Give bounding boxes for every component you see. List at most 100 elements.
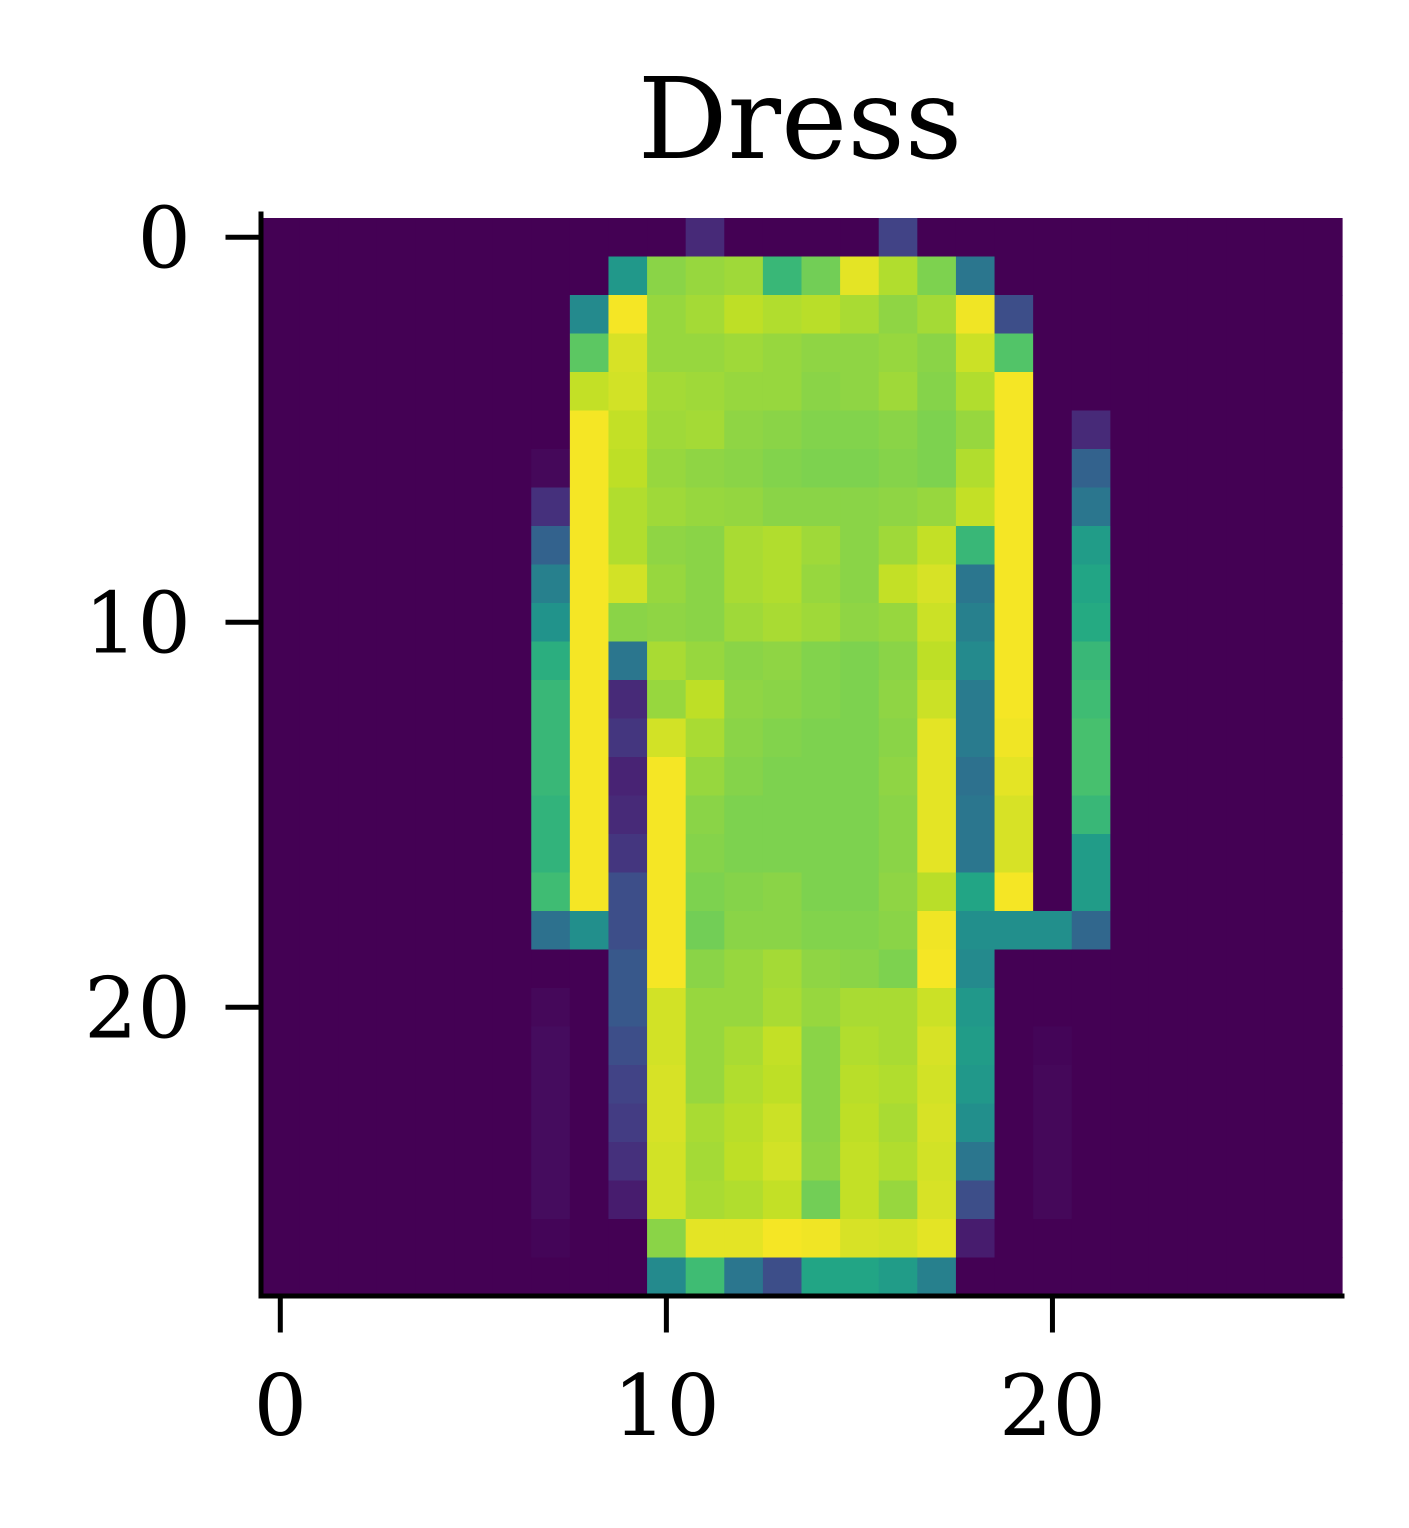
heatmap-cell xyxy=(955,449,996,489)
heatmap-cell xyxy=(454,526,494,566)
heatmap-cell xyxy=(955,1219,996,1259)
heatmap-cell xyxy=(840,449,880,489)
heatmap-cell xyxy=(1110,757,1150,797)
heatmap-cell xyxy=(299,526,339,566)
heatmap-cell xyxy=(1264,603,1304,643)
heatmap-cell xyxy=(994,718,1034,758)
heatmap-cell xyxy=(1033,603,1073,643)
heatmap-cell xyxy=(338,1219,378,1259)
heatmap-cell xyxy=(762,680,803,720)
heatmap-cell xyxy=(1071,603,1111,643)
heatmap-cell xyxy=(299,1103,339,1143)
heatmap-cell xyxy=(955,1142,996,1182)
heatmap-cell xyxy=(415,795,455,835)
heatmap-cell xyxy=(338,372,378,412)
heatmap-cell xyxy=(955,1257,996,1297)
heatmap-cell xyxy=(955,333,996,373)
heatmap-cell xyxy=(1071,757,1111,797)
heatmap-cell xyxy=(801,1026,841,1066)
heatmap-cell xyxy=(1148,1219,1189,1259)
heatmap-cell xyxy=(801,949,841,989)
heatmap-cell xyxy=(1187,718,1227,758)
heatmap-cell xyxy=(878,526,918,566)
heatmap-cell xyxy=(878,487,918,527)
heatmap-cell xyxy=(1071,834,1111,874)
heatmap-cell xyxy=(647,1065,687,1105)
heatmap-cell xyxy=(1226,372,1266,412)
heatmap-cell xyxy=(376,641,417,681)
heatmap-cell xyxy=(647,757,687,797)
heatmap-cell xyxy=(338,603,378,643)
heatmap-cell xyxy=(1226,256,1266,296)
heatmap-cell xyxy=(338,526,378,566)
heatmap-cell xyxy=(454,718,494,758)
heatmap-cell xyxy=(801,1219,841,1259)
heatmap-cell xyxy=(415,449,455,489)
heatmap-cell xyxy=(1148,449,1189,489)
heatmap-cell xyxy=(647,1219,687,1259)
heatmap-cell xyxy=(492,564,532,604)
heatmap-cell xyxy=(1033,526,1073,566)
heatmap-cell xyxy=(1071,949,1111,989)
heatmap-cell xyxy=(801,834,841,874)
heatmap-cell xyxy=(1033,1180,1073,1220)
heatmap-cell xyxy=(917,795,957,835)
heatmap-cell xyxy=(415,757,455,797)
heatmap-cell xyxy=(299,911,339,951)
heatmap-cell xyxy=(1264,757,1304,797)
heatmap-cell xyxy=(531,487,571,527)
heatmap-cell xyxy=(376,834,417,874)
heatmap-cell xyxy=(917,526,957,566)
heatmap-cell xyxy=(1033,218,1073,258)
heatmap-cell xyxy=(955,834,996,874)
heatmap-cell xyxy=(801,641,841,681)
heatmap-cell xyxy=(608,1103,648,1143)
heatmap-cell xyxy=(994,564,1034,604)
heatmap-cell xyxy=(1071,256,1111,296)
heatmap-cell xyxy=(1148,295,1189,335)
heatmap-cell xyxy=(1071,680,1111,720)
heatmap-cell xyxy=(415,872,455,912)
heatmap-cell xyxy=(647,449,687,489)
heatmap-cell xyxy=(569,834,610,874)
heatmap-cell xyxy=(1110,1065,1150,1105)
heatmap-cell xyxy=(955,372,996,412)
heatmap-cell xyxy=(569,1065,610,1105)
heatmap-cell xyxy=(338,834,378,874)
heatmap-cell xyxy=(261,949,301,989)
heatmap-cell xyxy=(1071,410,1111,450)
heatmap-cell xyxy=(454,1219,494,1259)
heatmap-cell xyxy=(608,834,648,874)
heatmap-cell xyxy=(338,911,378,951)
heatmap-cell xyxy=(492,449,532,489)
heatmap-cell xyxy=(1187,1257,1227,1297)
heatmap-cell xyxy=(1264,641,1304,681)
heatmap-cell xyxy=(492,410,532,450)
heatmap-cell xyxy=(1033,1026,1073,1066)
heatmap-cell xyxy=(685,1103,725,1143)
heatmap-cell xyxy=(801,718,841,758)
heatmap-cell xyxy=(685,333,725,373)
heatmap-cell xyxy=(878,641,918,681)
heatmap-cell xyxy=(1071,526,1111,566)
heatmap-cell xyxy=(955,295,996,335)
heatmap-cell xyxy=(415,1065,455,1105)
heatmap-cell xyxy=(299,372,339,412)
heatmap-cell xyxy=(338,718,378,758)
heatmap-cell xyxy=(415,564,455,604)
heatmap-cell xyxy=(376,1103,417,1143)
heatmap-cell xyxy=(724,1180,764,1220)
heatmap-cell xyxy=(878,449,918,489)
heatmap-cell xyxy=(1303,680,1343,720)
heatmap-cell xyxy=(762,1219,803,1259)
heatmap-cell xyxy=(299,795,339,835)
heatmap-cell xyxy=(647,1180,687,1220)
heatmap-cell xyxy=(1110,295,1150,335)
heatmap-cell xyxy=(955,218,996,258)
heatmap-cell xyxy=(454,757,494,797)
heatmap-cell xyxy=(724,487,764,527)
heatmap-cell xyxy=(608,718,648,758)
heatmap-cell xyxy=(685,410,725,450)
heatmap-cell xyxy=(840,372,880,412)
heatmap-cell xyxy=(1226,1026,1266,1066)
